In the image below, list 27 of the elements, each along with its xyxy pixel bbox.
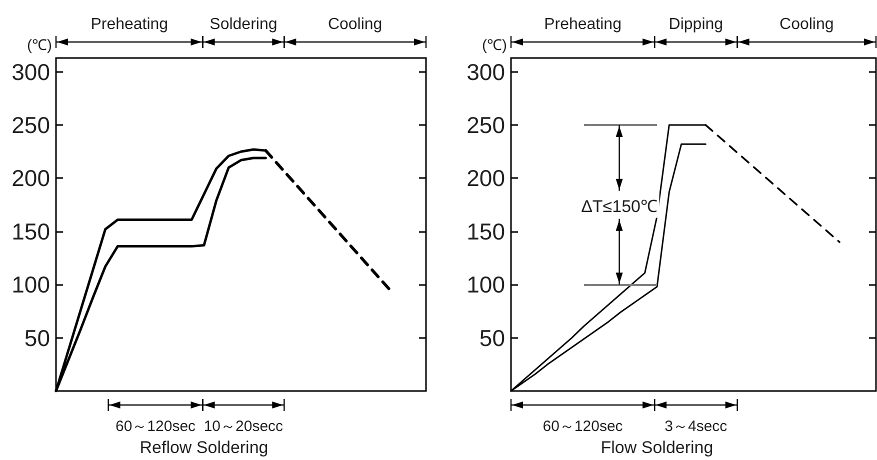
text: 10～20secc [204,418,284,435]
y-tick-label: 250 [12,112,50,138]
text: Cooling [328,16,382,33]
text: Dipping [668,16,724,33]
y-tick-label: 300 [466,58,505,85]
y-tick-label: 300 [12,58,50,85]
y-tick-label: 50 [24,324,50,351]
text: Preheating [90,16,168,33]
y-tick-label: 50 [479,324,505,351]
y-tick-label: 100 [466,272,505,298]
text: 3～4secc [664,418,728,435]
x-axis-title: Reflow Soldering [140,438,268,457]
x-axis-title: Flow Soldering [600,438,714,457]
y-axis-title: (℃) [482,37,507,54]
y-tick-label: 200 [466,165,505,192]
y-tick-label: 200 [12,165,50,192]
annotation: ΔT≤150℃ [581,196,658,216]
text: Cooling [780,16,834,33]
y-tick-label: 250 [466,112,505,138]
text: Soldering [210,16,278,33]
y-tick-label: 150 [466,218,505,244]
y-tick-label: 150 [12,218,50,244]
y-axis-title: (℃) [27,37,52,54]
text: 60～120sec [542,418,624,435]
text: 60～120sec [116,418,196,435]
y-tick-label: 100 [12,272,50,298]
text: Preheating [544,16,622,33]
